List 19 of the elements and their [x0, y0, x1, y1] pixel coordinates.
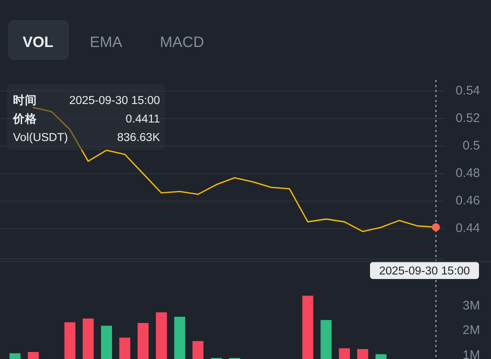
annotation: 2025-09-30 15:00 — [379, 266, 470, 278]
y-tick-label: 0.54 — [456, 83, 480, 98]
y-tick-label: 0.44 — [456, 221, 480, 236]
y-tick-label: 0.46 — [456, 193, 480, 208]
y-tick-label: 3M — [462, 298, 480, 312]
y-tick-label: 2M — [462, 323, 480, 338]
text: VOL — [22, 34, 54, 51]
annotation: 价格 — [12, 112, 38, 126]
annotation: 0.4411 — [126, 114, 160, 126]
y-tick-label: 0.52 — [456, 110, 480, 125]
annotation: 时间 — [13, 93, 37, 107]
y-tick-label: 0.5 — [462, 138, 480, 152]
y-tick-label: 1M — [462, 348, 480, 359]
text: MACD — [160, 34, 204, 51]
annotation: 836.63K — [117, 132, 160, 144]
annotation: Vol(USDT) — [13, 132, 68, 144]
annotation: 2025-09-30 15:00 — [69, 95, 160, 107]
y-tick-label: 0.48 — [456, 166, 480, 180]
text: EMA — [90, 34, 122, 51]
